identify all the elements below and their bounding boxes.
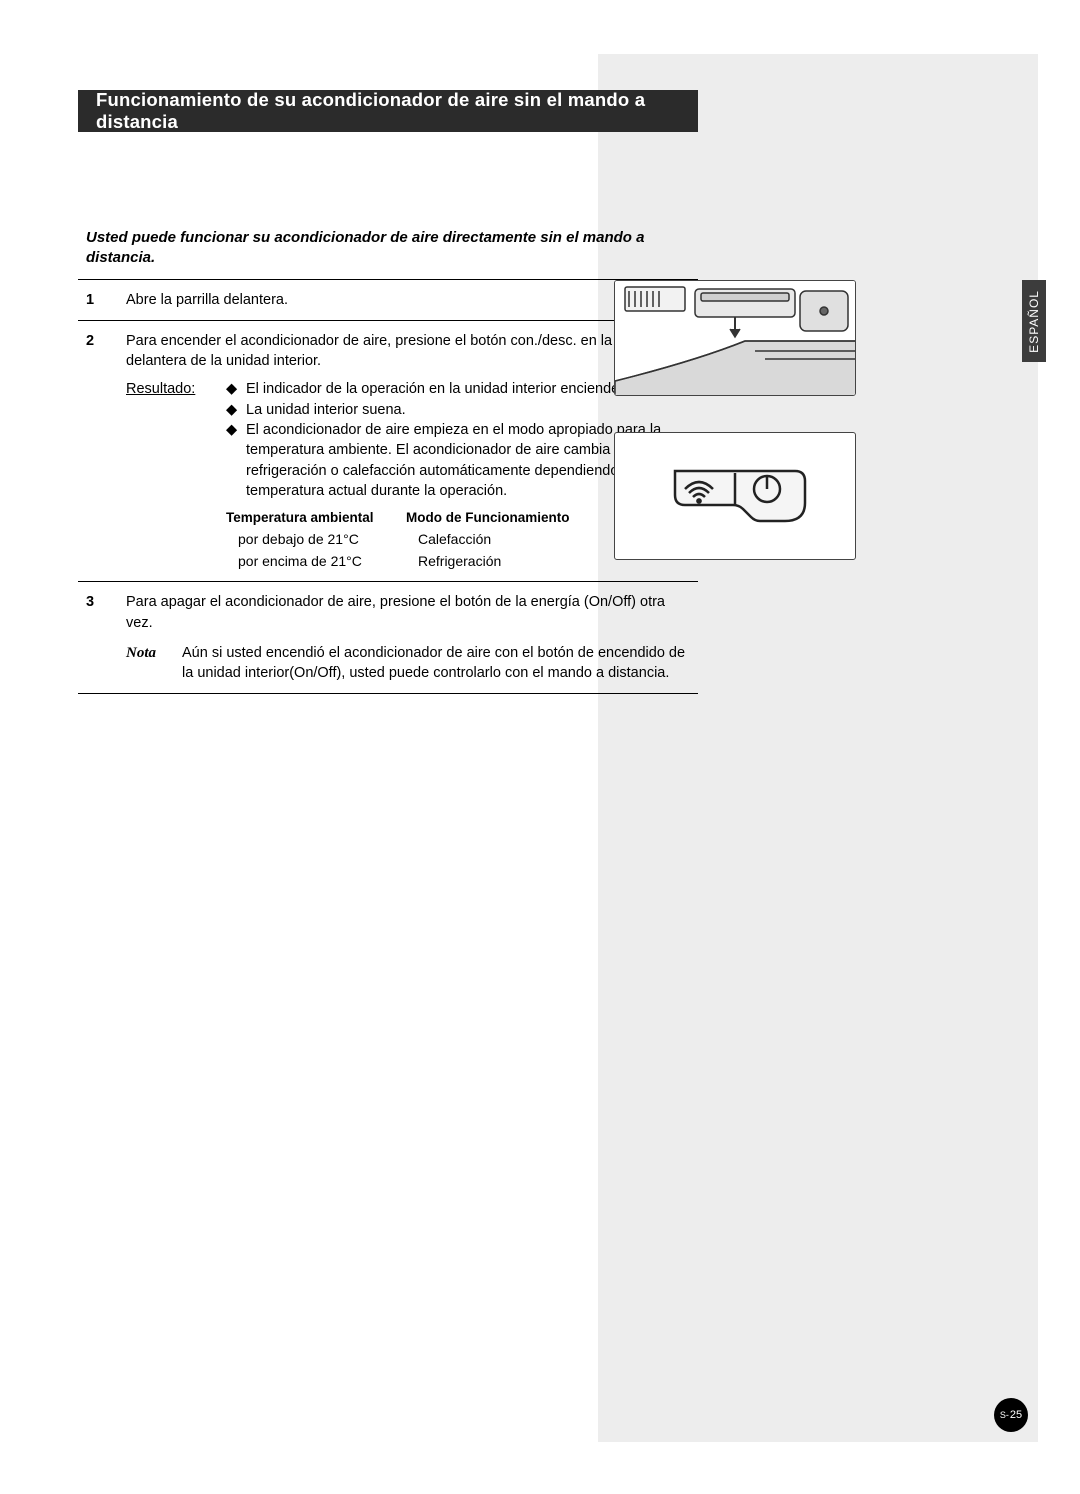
mode-table-col2-header: Modo de Funcionamiento (406, 509, 606, 528)
language-tab: ESPAÑOL (1022, 280, 1046, 362)
step-body: Para encender el acondicionador de aire,… (126, 331, 690, 571)
page-number-badge: S-25 (994, 1398, 1028, 1432)
nota-text: Aún si usted encendió el acondicionador … (182, 643, 690, 684)
indoor-unit-icon (615, 281, 856, 396)
mode-table-cell: Refrigeración (406, 552, 606, 572)
figure-power-button (614, 432, 856, 560)
manual-page: Funcionamiento de su acondicionador de a… (0, 0, 1080, 1494)
step-number: 2 (86, 331, 126, 571)
intro-text: Usted puede funcionar su acondicionador … (78, 228, 698, 279)
step-body: Para apagar el acondicionador de aire, p… (126, 592, 690, 683)
step-1: 1 Abre la parrilla delantera. (78, 280, 698, 320)
step-number: 1 (86, 290, 126, 310)
diamond-bullet-icon: ◆ (226, 400, 246, 420)
mode-table-cell: por encima de 21°C (226, 552, 406, 572)
page-title-bar: Funcionamiento de su acondicionador de a… (78, 90, 698, 132)
figure-indoor-unit (614, 280, 856, 396)
step-2: 2 Para encender el acondicionador de air… (78, 321, 698, 581)
mode-table-cell: Calefacción (406, 530, 606, 550)
page-number-prefix: S- (1000, 1410, 1009, 1420)
power-button-icon (655, 451, 815, 541)
bullet-item: ◆ La unidad interior suena. (226, 400, 690, 420)
nota-label: Nota (126, 643, 182, 684)
step-text: Para apagar el acondicionador de aire, p… (126, 592, 690, 633)
step-number: 3 (86, 592, 126, 683)
resultado-block: Resultado: ◆ El indicador de la operació… (126, 379, 690, 571)
divider (78, 693, 698, 694)
diamond-bullet-icon: ◆ (226, 420, 246, 501)
content-column: Usted puede funcionar su acondicionador … (78, 228, 698, 694)
page-title: Funcionamiento de su acondicionador de a… (96, 89, 680, 133)
bullet-text: La unidad interior suena. (246, 400, 690, 420)
resultado-label: Resultado: (126, 379, 226, 571)
diamond-bullet-icon: ◆ (226, 379, 246, 399)
page-number: 25 (1010, 1409, 1022, 1421)
mode-table-cell: por debajo de 21°C (226, 530, 406, 550)
mode-table-col1-header: Temperatura ambiental (226, 509, 406, 528)
language-tab-label: ESPAÑOL (1027, 290, 1041, 353)
step-text: Para encender el acondicionador de aire,… (126, 331, 690, 372)
step-3: 3 Para apagar el acondicionador de aire,… (78, 582, 698, 693)
nota-block: Nota Aún si usted encendió el acondicion… (126, 643, 690, 684)
step-body: Abre la parrilla delantera. (126, 290, 690, 310)
